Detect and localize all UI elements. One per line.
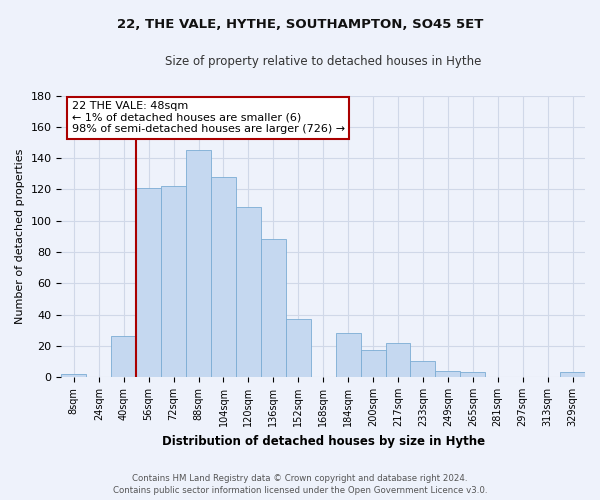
Bar	[211, 177, 236, 377]
Bar	[136, 188, 161, 377]
Y-axis label: Number of detached properties: Number of detached properties	[15, 148, 25, 324]
Bar	[560, 372, 585, 377]
Title: Size of property relative to detached houses in Hythe: Size of property relative to detached ho…	[165, 55, 481, 68]
Bar	[436, 371, 460, 377]
Bar	[335, 334, 361, 377]
Bar	[460, 372, 485, 377]
Bar	[186, 150, 211, 377]
Bar	[111, 336, 136, 377]
Bar	[161, 186, 186, 377]
Bar	[410, 362, 436, 377]
Text: 22 THE VALE: 48sqm
← 1% of detached houses are smaller (6)
98% of semi-detached : 22 THE VALE: 48sqm ← 1% of detached hous…	[72, 101, 345, 134]
X-axis label: Distribution of detached houses by size in Hythe: Distribution of detached houses by size …	[161, 434, 485, 448]
Bar	[236, 206, 261, 377]
Bar	[386, 342, 410, 377]
Bar	[261, 240, 286, 377]
Text: Contains HM Land Registry data © Crown copyright and database right 2024.
Contai: Contains HM Land Registry data © Crown c…	[113, 474, 487, 495]
Bar	[286, 319, 311, 377]
Bar	[61, 374, 86, 377]
Text: 22, THE VALE, HYTHE, SOUTHAMPTON, SO45 5ET: 22, THE VALE, HYTHE, SOUTHAMPTON, SO45 5…	[117, 18, 483, 30]
Bar	[361, 350, 386, 377]
